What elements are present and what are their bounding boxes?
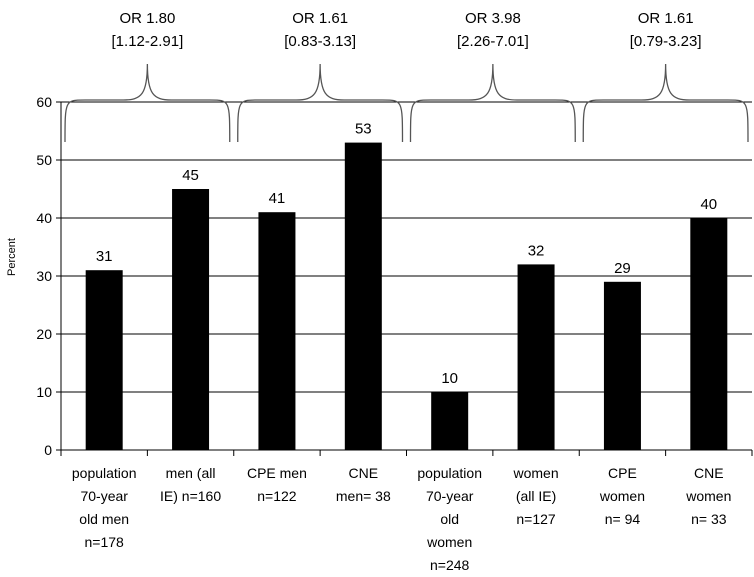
x-tick-label: population 70-year old men n=178 bbox=[71, 465, 137, 550]
bar bbox=[690, 218, 728, 450]
odds-ratio-annotation: OR 1.61 [0.83-3.13] bbox=[284, 10, 356, 50]
bar-value-label: 40 bbox=[700, 196, 717, 213]
bars bbox=[85, 142, 728, 450]
bar-value-label: 32 bbox=[528, 242, 545, 259]
x-tick-label: CPE men n=122 bbox=[246, 465, 307, 504]
bar bbox=[172, 189, 210, 450]
y-tick-label: 0 bbox=[44, 442, 52, 458]
bar bbox=[431, 392, 469, 450]
odds-ratio-annotation: OR 1.61 [0.79-3.23] bbox=[629, 10, 702, 50]
y-tick-label: 10 bbox=[36, 384, 52, 400]
x-tick-label: men (all IE) n=160 bbox=[160, 465, 222, 504]
x-tick-label: CNE women n= 33 bbox=[686, 465, 732, 527]
x-tick-label: women (all IE) n=127 bbox=[513, 465, 559, 527]
bar-value-label: 29 bbox=[614, 260, 631, 277]
axes bbox=[56, 101, 753, 456]
gridlines bbox=[61, 101, 752, 393]
y-tick-label: 30 bbox=[36, 268, 52, 284]
bar-value-label: 53 bbox=[355, 121, 372, 138]
brace bbox=[409, 63, 576, 143]
odds-ratio-annotation: OR 1.80 [1.12-2.91] bbox=[111, 10, 184, 50]
x-tick-label: CNE men= 38 bbox=[335, 465, 391, 504]
x-tick-label: population 70-year old women n=248 bbox=[417, 465, 482, 573]
odds-ratio-annotation: OR 3.98 [2.26-7.01] bbox=[457, 10, 529, 50]
chart-text: 0 10 20 30 40 50 60 31 45 41 53 10 32 29 40 bbox=[36, 94, 717, 458]
bar-value-label: 31 bbox=[96, 248, 113, 265]
bar bbox=[258, 212, 296, 450]
bar-value-label: 41 bbox=[269, 190, 286, 207]
y-tick-label: 60 bbox=[36, 94, 52, 110]
brace bbox=[582, 63, 749, 143]
x-tick-label: CPE women n= 94 bbox=[599, 465, 645, 527]
y-tick-label: 20 bbox=[36, 326, 52, 342]
bar bbox=[344, 142, 382, 450]
brace bbox=[237, 63, 404, 143]
bar bbox=[85, 270, 123, 450]
y-axis-label: Percent bbox=[6, 238, 18, 276]
bar bbox=[603, 281, 641, 450]
bar-value-label: 45 bbox=[182, 167, 199, 184]
bar-value-label: 10 bbox=[441, 370, 458, 387]
braces bbox=[64, 63, 749, 143]
y-tick-label: 50 bbox=[36, 152, 52, 168]
bar bbox=[517, 264, 555, 450]
brace bbox=[64, 63, 231, 143]
y-tick-label: 40 bbox=[36, 210, 52, 226]
